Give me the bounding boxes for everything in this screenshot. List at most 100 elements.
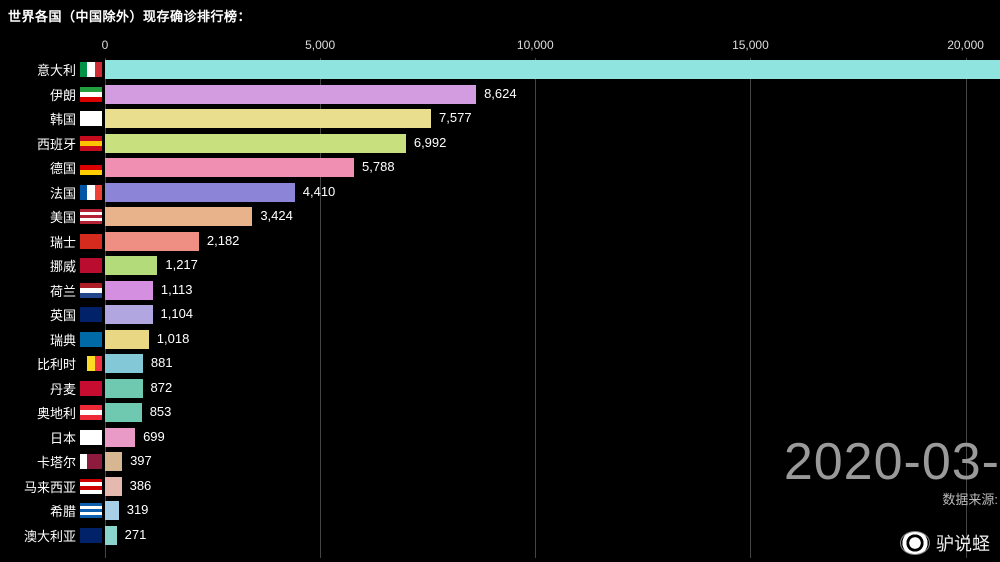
flag-icon bbox=[80, 479, 102, 494]
bar-row: 韩国 7,577 bbox=[0, 107, 1000, 132]
country-label: 挪威 bbox=[50, 256, 76, 275]
data-source-label: 数据来源: bbox=[942, 489, 998, 508]
bar-row: 西班牙 6,992 bbox=[0, 132, 1000, 157]
flag-icon bbox=[80, 160, 102, 175]
flag-icon bbox=[80, 332, 102, 347]
country-label: 伊朗 bbox=[50, 85, 76, 104]
bar bbox=[105, 330, 149, 349]
country-label: 法国 bbox=[50, 183, 76, 202]
country-label: 澳大利亚 bbox=[24, 526, 76, 545]
bar bbox=[105, 379, 143, 398]
flag-icon bbox=[80, 430, 102, 445]
bar-row: 希腊 319 bbox=[0, 499, 1000, 524]
bar bbox=[105, 501, 119, 520]
bar-row: 挪威 1,217 bbox=[0, 254, 1000, 279]
value-label: 271 bbox=[125, 527, 147, 542]
bar-row: 荷兰 1,113 bbox=[0, 279, 1000, 304]
country-label: 希腊 bbox=[50, 501, 76, 520]
publisher-name: 驴说蛏 bbox=[936, 530, 990, 556]
bar bbox=[105, 428, 135, 447]
x-tick-label: 5,000 bbox=[305, 38, 335, 52]
value-label: 1,018 bbox=[157, 331, 190, 346]
value-label: 881 bbox=[151, 355, 173, 370]
value-label: 397 bbox=[130, 453, 152, 468]
country-label: 卡塔尔 bbox=[37, 452, 76, 471]
bar-row: 英国 1,104 bbox=[0, 303, 1000, 328]
value-label: 5,788 bbox=[362, 159, 395, 174]
bar bbox=[105, 134, 406, 153]
flag-icon bbox=[80, 528, 102, 543]
country-label: 瑞士 bbox=[50, 232, 76, 251]
flag-icon bbox=[80, 87, 102, 102]
bar bbox=[105, 232, 199, 251]
country-label: 美国 bbox=[50, 207, 76, 226]
value-label: 1,113 bbox=[161, 282, 193, 297]
value-label: 6,992 bbox=[414, 135, 447, 150]
value-label: 7,577 bbox=[439, 110, 472, 125]
chart-title: 世界各国（中国除外）现存确诊排行榜： bbox=[8, 6, 251, 25]
country-label: 比利时 bbox=[37, 354, 76, 373]
flag-icon bbox=[80, 381, 102, 396]
bar bbox=[105, 85, 476, 104]
flag-icon bbox=[80, 209, 102, 224]
country-label: 荷兰 bbox=[50, 281, 76, 300]
weibo-icon bbox=[900, 531, 930, 555]
country-label: 意大利 bbox=[37, 60, 76, 79]
flag-icon bbox=[80, 307, 102, 322]
value-label: 4,410 bbox=[303, 184, 336, 199]
bar-row: 奥地利 853 bbox=[0, 401, 1000, 426]
publisher-watermark: 驴说蛏 bbox=[900, 530, 990, 556]
bar-row: 德国 5,788 bbox=[0, 156, 1000, 181]
country-label: 英国 bbox=[50, 305, 76, 324]
country-label: 丹麦 bbox=[50, 379, 76, 398]
bar bbox=[105, 207, 252, 226]
flag-icon bbox=[80, 111, 102, 126]
bar-row: 瑞士 2,182 bbox=[0, 230, 1000, 255]
value-label: 319 bbox=[127, 502, 149, 517]
flag-icon bbox=[80, 234, 102, 249]
value-label: 3,424 bbox=[260, 208, 293, 223]
value-label: 2,182 bbox=[207, 233, 240, 248]
bar-row: 比利时 881 bbox=[0, 352, 1000, 377]
bar-row: 丹麦 872 bbox=[0, 377, 1000, 402]
bar bbox=[105, 477, 122, 496]
bar bbox=[105, 305, 153, 324]
x-tick-label: 15,000 bbox=[732, 38, 769, 52]
bar-row: 意大利 bbox=[0, 58, 1000, 83]
value-label: 1,217 bbox=[165, 257, 198, 272]
country-label: 奥地利 bbox=[37, 403, 76, 422]
x-tick-label: 10,000 bbox=[517, 38, 554, 52]
bar bbox=[105, 183, 295, 202]
bar-row: 伊朗 8,624 bbox=[0, 83, 1000, 108]
country-label: 西班牙 bbox=[37, 134, 76, 153]
value-label: 872 bbox=[151, 380, 173, 395]
flag-icon bbox=[80, 283, 102, 298]
flag-icon bbox=[80, 136, 102, 151]
bar bbox=[105, 60, 1000, 79]
country-label: 马来西亚 bbox=[24, 477, 76, 496]
flag-icon bbox=[80, 185, 102, 200]
value-label: 853 bbox=[150, 404, 172, 419]
value-label: 1,104 bbox=[161, 306, 194, 321]
country-label: 日本 bbox=[50, 428, 76, 447]
country-label: 德国 bbox=[50, 158, 76, 177]
flag-icon bbox=[80, 258, 102, 273]
country-label: 瑞典 bbox=[50, 330, 76, 349]
flag-icon bbox=[80, 62, 102, 77]
bar-row: 澳大利亚 271 bbox=[0, 524, 1000, 549]
bar bbox=[105, 109, 431, 128]
bar bbox=[105, 158, 354, 177]
x-tick-label: 20,000 bbox=[947, 38, 984, 52]
bar bbox=[105, 281, 153, 300]
value-label: 699 bbox=[143, 429, 165, 444]
date-watermark: 2020-03- bbox=[784, 432, 1000, 492]
bar-row: 法国 4,410 bbox=[0, 181, 1000, 206]
value-label: 8,624 bbox=[484, 86, 517, 101]
flag-icon bbox=[80, 405, 102, 420]
value-label: 386 bbox=[130, 478, 152, 493]
bar bbox=[105, 403, 142, 422]
bar-row: 瑞典 1,018 bbox=[0, 328, 1000, 353]
country-label: 韩国 bbox=[50, 109, 76, 128]
bar-row: 美国 3,424 bbox=[0, 205, 1000, 230]
x-tick-label: 0 bbox=[102, 38, 109, 52]
